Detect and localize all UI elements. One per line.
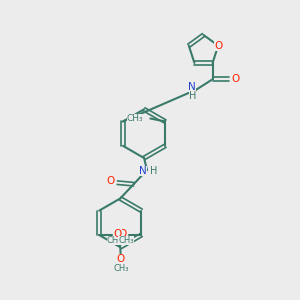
Text: CH₃: CH₃: [107, 236, 122, 245]
Text: H: H: [150, 167, 157, 176]
Text: O: O: [114, 230, 122, 239]
Text: O: O: [117, 254, 125, 264]
Text: CH₃: CH₃: [113, 264, 129, 273]
Text: CH₃: CH₃: [118, 236, 134, 245]
Text: O: O: [231, 74, 240, 84]
Text: N: N: [188, 82, 196, 92]
Text: O: O: [214, 41, 222, 51]
Text: H: H: [189, 91, 196, 101]
Text: O: O: [106, 176, 115, 186]
Text: O: O: [118, 230, 127, 239]
Text: CH₃: CH₃: [127, 114, 143, 123]
Text: N: N: [139, 167, 147, 176]
